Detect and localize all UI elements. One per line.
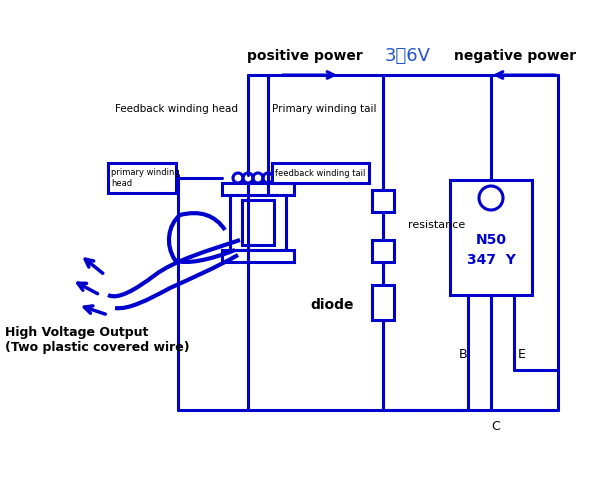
Text: High Voltage Output
(Two plastic covered wire): High Voltage Output (Two plastic covered… bbox=[5, 326, 190, 354]
Text: C: C bbox=[491, 420, 500, 433]
Text: B: B bbox=[458, 349, 467, 362]
Bar bbox=[230, 195, 286, 250]
Text: Primary winding tail: Primary winding tail bbox=[272, 104, 377, 114]
Bar bbox=[372, 240, 394, 262]
Text: primary winding
head: primary winding head bbox=[111, 168, 180, 188]
Bar bbox=[242, 200, 274, 245]
Bar bbox=[372, 285, 394, 320]
Text: 347  Y: 347 Y bbox=[467, 253, 515, 267]
Text: E: E bbox=[518, 349, 526, 362]
Bar bbox=[108, 163, 176, 193]
Bar bbox=[272, 163, 369, 183]
Text: feedback winding tail: feedback winding tail bbox=[275, 169, 365, 178]
Text: N50: N50 bbox=[476, 233, 506, 247]
Bar bbox=[222, 250, 294, 262]
Bar bbox=[222, 183, 294, 195]
Text: 3～6V: 3～6V bbox=[385, 47, 431, 65]
Text: resistance: resistance bbox=[408, 220, 465, 230]
Bar bbox=[450, 180, 532, 295]
Bar bbox=[372, 190, 394, 212]
Text: positive power: positive power bbox=[247, 49, 363, 63]
Text: Feedback winding head: Feedback winding head bbox=[115, 104, 238, 114]
Text: negative power: negative power bbox=[454, 49, 576, 63]
Text: diode: diode bbox=[310, 298, 353, 312]
